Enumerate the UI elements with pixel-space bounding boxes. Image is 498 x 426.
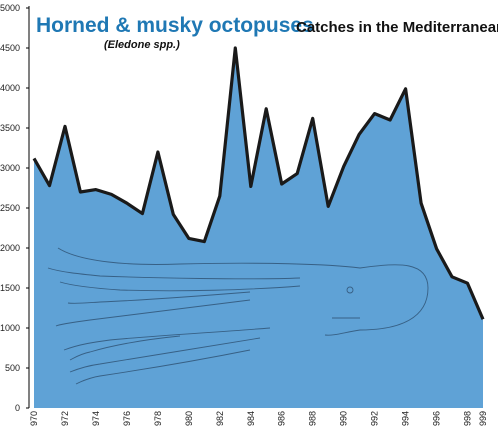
y-tick-label: 5000 <box>0 3 20 13</box>
y-tick-label: 4500 <box>0 43 20 53</box>
area-outline <box>32 46 485 320</box>
chart-title: Horned & musky octopuses <box>36 14 314 37</box>
y-tick-label: 3000 <box>0 163 20 173</box>
y-tick-label: 500 <box>5 363 20 373</box>
x-tick-label: 1996 <box>432 411 442 426</box>
x-tick-label: 1986 <box>277 411 287 426</box>
x-tick-label: 1999 <box>478 411 488 426</box>
x-tick-label: 1988 <box>308 411 318 426</box>
chart-annotation: Catches in the Mediterranean (T) <box>296 19 498 36</box>
x-tick-label: 1974 <box>91 411 101 426</box>
chart-subtitle: (Eledone spp.) <box>104 39 180 51</box>
x-tick-label: 1980 <box>184 411 194 426</box>
y-tick-label: 4000 <box>0 83 20 93</box>
x-tick-label: 1976 <box>122 411 132 426</box>
x-tick-label: 1982 <box>215 411 225 426</box>
x-tick-label: 1972 <box>60 411 70 426</box>
x-tick-label: 1992 <box>370 411 380 426</box>
x-tick-label: 1970 <box>29 411 39 426</box>
y-tick-label: 2500 <box>0 203 20 213</box>
series-area <box>34 48 483 408</box>
y-tick-label: 1000 <box>0 323 20 333</box>
x-tick-label: 1994 <box>401 411 411 426</box>
x-tick-label: 1984 <box>246 411 256 426</box>
y-tick-label: 2000 <box>0 243 20 253</box>
y-axis-ticks: 0 500 1000 1500 2000 2500 3000 3500 4000 4500 5000 <box>0 3 29 413</box>
x-axis-ticks: 1970 1972 1974 1976 1978 1980 1982 1984 1986 1988… <box>29 411 488 426</box>
octopus-illustration <box>47 247 429 385</box>
y-tick-label: 0 <box>15 403 20 413</box>
y-tick-label: 3500 <box>0 123 20 133</box>
area-layer <box>34 48 483 408</box>
x-tick-label: 1990 <box>339 411 349 426</box>
x-tick-label: 1998 <box>463 411 473 426</box>
x-tick-label: 1978 <box>153 411 163 426</box>
y-tick-label: 1500 <box>0 283 20 293</box>
